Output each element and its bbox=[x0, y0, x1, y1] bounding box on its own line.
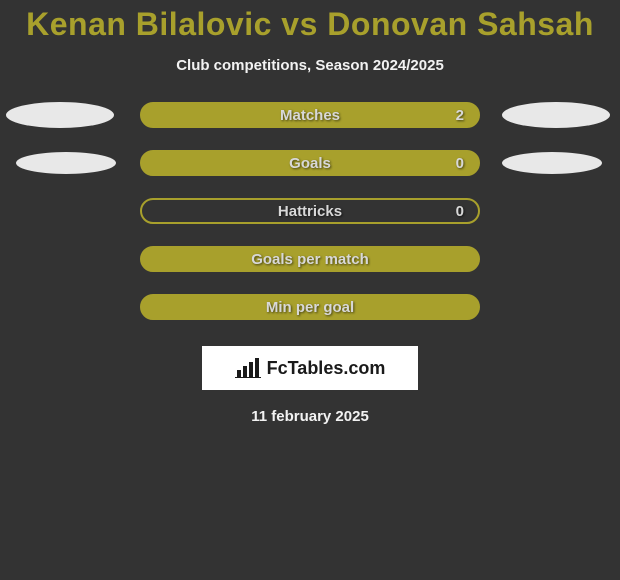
stat-label: Goals per match bbox=[251, 251, 369, 268]
logo-text: FcTables.com bbox=[267, 358, 386, 379]
stat-row: Goals 0 bbox=[0, 150, 620, 176]
logo-badge: FcTables.com bbox=[202, 346, 418, 390]
stat-rows: Matches 2 Goals 0 Hattricks 0 Goals per … bbox=[0, 102, 620, 320]
stat-label: Goals bbox=[289, 155, 331, 172]
stat-bar-gpm: Goals per match bbox=[140, 246, 480, 272]
stat-bar-hattricks: Hattricks 0 bbox=[140, 198, 480, 224]
stat-row: Matches 2 bbox=[0, 102, 620, 128]
stat-bar-matches: Matches 2 bbox=[140, 102, 480, 128]
right-ellipse bbox=[502, 152, 602, 174]
stat-bar-goals: Goals 0 bbox=[140, 150, 480, 176]
page-title: Kenan Bilalovic vs Donovan Sahsah bbox=[0, 6, 620, 43]
stat-label: Min per goal bbox=[266, 299, 354, 316]
barchart-icon bbox=[235, 358, 261, 378]
stat-bar-mpg: Min per goal bbox=[140, 294, 480, 320]
right-ellipse bbox=[502, 102, 610, 128]
stat-row: Hattricks 0 bbox=[0, 198, 620, 224]
stat-label: Hattricks bbox=[278, 203, 342, 220]
stat-row: Goals per match bbox=[0, 246, 620, 272]
left-ellipse bbox=[16, 152, 116, 174]
stat-value: 2 bbox=[456, 107, 464, 124]
left-ellipse bbox=[6, 102, 114, 128]
infographic-container: Kenan Bilalovic vs Donovan Sahsah Club c… bbox=[0, 0, 620, 425]
stat-value: 0 bbox=[456, 203, 464, 220]
date-text: 11 february 2025 bbox=[0, 408, 620, 425]
subtitle: Club competitions, Season 2024/2025 bbox=[0, 57, 620, 74]
stat-row: Min per goal bbox=[0, 294, 620, 320]
stat-label: Matches bbox=[280, 107, 340, 124]
stat-value: 0 bbox=[456, 155, 464, 172]
